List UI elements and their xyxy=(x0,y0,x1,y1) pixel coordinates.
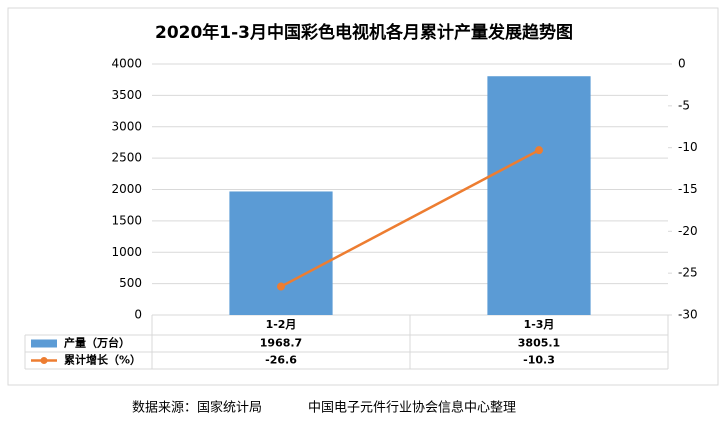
table-value: -26.6 xyxy=(265,354,297,367)
table-value: 1968.7 xyxy=(260,337,302,350)
bar xyxy=(229,191,333,315)
chart-title: 2020年1-3月中国彩色电视机各月累计产量发展趋势图 xyxy=(155,22,573,43)
y-tick-label: 2500 xyxy=(111,151,142,165)
line-marker xyxy=(535,146,543,155)
line-marker xyxy=(277,282,285,291)
table-value: 3805.1 xyxy=(518,337,560,350)
y-tick-label: 3000 xyxy=(111,119,142,133)
y-tick-label: 0 xyxy=(134,308,142,322)
footer-note: 中国电子元件行业协会信息中心整理 xyxy=(308,400,516,416)
y2-tick-label: -20 xyxy=(678,224,698,238)
chart-frame xyxy=(7,7,719,386)
footer-source: 数据来源：国家统计局 xyxy=(132,400,262,416)
y-tick-label: 1500 xyxy=(111,213,142,227)
legend-key xyxy=(40,357,48,364)
y-tick-label: 1000 xyxy=(111,245,142,259)
y-tick-label: 500 xyxy=(119,276,142,290)
y2-tick-label: -15 xyxy=(678,182,698,196)
x-tick-label: 1-2月 xyxy=(266,318,297,331)
bar xyxy=(487,76,591,315)
y2-tick-label: -25 xyxy=(678,266,698,280)
legend-label: 累计增长（%） xyxy=(64,353,141,367)
y-tick-label: 2000 xyxy=(111,182,142,196)
y-tick-label: 3500 xyxy=(111,88,142,102)
y2-tick-label: -5 xyxy=(678,98,690,112)
y2-tick-label: 0 xyxy=(678,57,686,71)
legend-key xyxy=(31,339,57,348)
line xyxy=(280,149,540,288)
table-value: -10.3 xyxy=(523,354,555,367)
x-tick-label: 1-3月 xyxy=(524,318,555,331)
y2-tick-label: -10 xyxy=(678,140,698,154)
y-tick-label: 4000 xyxy=(111,57,142,71)
legend-label: 产量（万台） xyxy=(64,336,130,350)
y2-tick-label: -30 xyxy=(678,308,698,322)
